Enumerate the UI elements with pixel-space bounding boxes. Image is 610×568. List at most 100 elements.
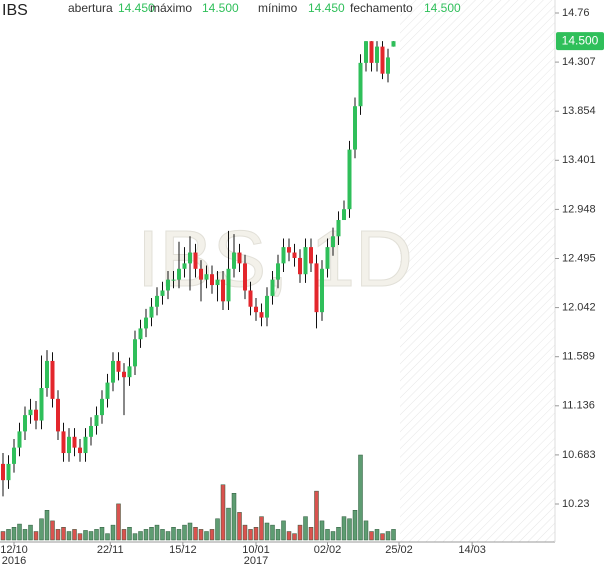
volume-bar (83, 530, 88, 541)
candle-body (314, 263, 319, 313)
volume-bar (231, 493, 237, 541)
volume-bar (319, 520, 325, 541)
candle-body (309, 247, 313, 264)
y-tick-label: 13.401 (562, 154, 596, 166)
volume-bar (242, 524, 248, 541)
volume-bar (72, 529, 77, 541)
volume-bar (314, 490, 319, 541)
volume-bar (66, 531, 72, 541)
volume-bar (369, 531, 374, 541)
volume-bar (149, 527, 154, 541)
volume-bar (99, 527, 105, 541)
x-tick-label: 02/02 (314, 544, 342, 556)
volume-bar (143, 529, 149, 541)
y-tick-label: 10.23 (562, 498, 590, 510)
candle-body (325, 247, 330, 269)
candle-body (188, 252, 192, 264)
candle-body (116, 360, 121, 372)
candle-body (61, 431, 66, 454)
candle-body (287, 247, 291, 253)
volume-bar (11, 527, 17, 541)
x-tick-year: 2016 (2, 555, 26, 567)
candle-body (320, 268, 324, 313)
volume-bar (116, 503, 121, 541)
volume-bar (61, 527, 66, 541)
candle-body (298, 257, 302, 275)
candle-body (391, 41, 396, 47)
volume-bar (220, 484, 226, 541)
volume-bar (275, 529, 281, 541)
candle-body (56, 398, 60, 432)
volume-bar (330, 531, 336, 541)
candle-body (342, 209, 346, 221)
y-tick-label: 12.042 (562, 302, 596, 314)
volume-bar (264, 522, 270, 541)
volume-bar (154, 524, 160, 541)
candle-body (353, 106, 357, 150)
volume-bar (94, 529, 99, 541)
volume-bar (22, 529, 28, 541)
candle-body (23, 415, 27, 432)
candle-body (100, 398, 104, 416)
volume-bar (391, 529, 396, 541)
volume-bar (110, 524, 116, 541)
candle-body (166, 279, 170, 291)
candle-body (221, 279, 225, 302)
volume-bar (215, 518, 220, 541)
volume-bar (347, 518, 352, 541)
volume-bar (187, 522, 193, 541)
header-value: 14.500 (424, 1, 461, 15)
volume-bar (363, 520, 369, 541)
volume-bar (286, 531, 292, 541)
header-value: 14.500 (202, 1, 239, 15)
candle-body (248, 290, 253, 307)
candle-body (265, 295, 269, 318)
x-tick-label: 10/01 (242, 544, 270, 556)
header-value: 14.450 (308, 1, 345, 15)
candle-body (276, 263, 280, 280)
candle-body (34, 409, 38, 421)
volume-bar (105, 533, 110, 541)
volume-bar (259, 516, 264, 541)
y-tick-label: 14.76 (562, 7, 590, 19)
candle-body (226, 268, 231, 302)
candle-body (6, 463, 11, 481)
volume-bar (121, 529, 127, 541)
volume-bar (6, 529, 11, 541)
y-tick-label: 13.854 (562, 105, 596, 117)
chart-title: IBS (2, 2, 28, 19)
volume-bar (325, 529, 330, 541)
candle-body (155, 295, 159, 307)
candle-body (39, 388, 44, 421)
candle-body (215, 279, 220, 286)
candle-body (386, 57, 390, 74)
volume-bar (270, 524, 275, 541)
candle-body (1, 463, 5, 481)
candle-body (89, 425, 93, 437)
candle-body (149, 306, 154, 318)
candle-body (336, 220, 341, 237)
candle-body (122, 371, 126, 378)
candle-body (177, 268, 181, 280)
volume-bar (292, 533, 297, 541)
candle-body (292, 252, 297, 258)
y-tick-label: 11.589 (562, 351, 595, 363)
volume-bar (50, 520, 55, 541)
volume-bar (281, 520, 286, 541)
future-area (400, 0, 555, 542)
candle-body (254, 306, 258, 313)
x-tick-label: 22/11 (97, 544, 124, 556)
candle-body (160, 290, 165, 296)
candle-body (199, 268, 203, 280)
price-tag-label: 14.500 (562, 33, 599, 47)
candle-body (281, 247, 286, 264)
volume-bar (77, 533, 83, 541)
volume-bar (28, 524, 33, 541)
y-tick-label: 14.307 (562, 56, 596, 68)
x-tick-label: 12/10 (0, 544, 28, 556)
volume-bar (336, 527, 341, 541)
x-tick-year: 2017 (244, 555, 268, 567)
y-tick-label: 12.948 (562, 203, 596, 215)
volume-bar (33, 531, 39, 541)
